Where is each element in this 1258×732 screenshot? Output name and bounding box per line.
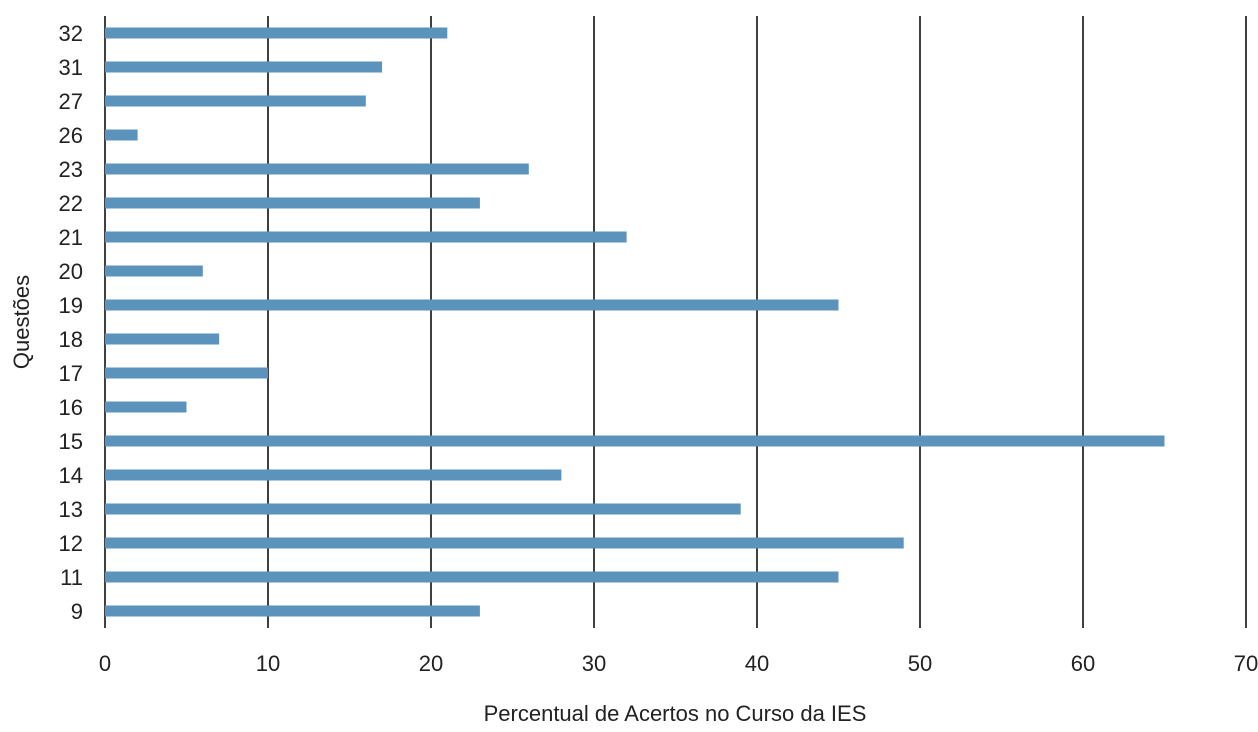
y-category-label: 32 (59, 21, 83, 46)
y-category-labels: 9 11 12 13 14 15 16 17 18 19 20 21 22 23 26 27 31 32 (59, 21, 83, 624)
gridlines (104, 16, 1247, 628)
x-tick-label: 70 (1234, 651, 1258, 676)
y-category-label: 31 (59, 55, 83, 80)
y-category-label: 22 (59, 191, 83, 216)
y-category-label: 17 (59, 361, 83, 386)
x-tick-labels: 0 10 20 30 40 50 60 70 (99, 651, 1258, 676)
bar-question-12 (105, 537, 904, 549)
y-category-label: 26 (59, 123, 83, 148)
x-tick-label: 60 (1071, 651, 1095, 676)
bar-question-17 (105, 367, 268, 379)
bar-question-15 (105, 435, 1165, 447)
bar-question-18 (105, 333, 220, 345)
bar-question-21 (105, 231, 627, 243)
y-category-label: 18 (59, 327, 83, 352)
bar-question-13 (105, 503, 741, 515)
x-tick-label: 30 (582, 651, 606, 676)
y-category-label: 15 (59, 429, 83, 454)
x-tick-label: 10 (256, 651, 280, 676)
x-tick-label: 50 (908, 651, 932, 676)
y-category-label: 19 (59, 293, 83, 318)
y-category-label: 27 (59, 89, 83, 114)
bar-question-22 (105, 197, 480, 209)
bars (105, 27, 1165, 617)
bar-question-14 (105, 469, 562, 481)
y-category-label: 9 (71, 599, 83, 624)
bar-question-23 (105, 163, 529, 175)
y-category-label: 11 (60, 565, 83, 590)
x-tick-label: 40 (745, 651, 769, 676)
bar-question-11 (105, 571, 839, 583)
bar-question-26 (105, 129, 138, 141)
x-tick-label: 20 (419, 651, 443, 676)
bar-question-27 (105, 95, 366, 107)
bar-question-9 (105, 605, 480, 617)
y-axis-title: Questões (9, 275, 34, 369)
bar-question-31 (105, 61, 383, 73)
bar-question-16 (105, 401, 187, 413)
bar-question-19 (105, 299, 839, 311)
bar-question-32 (105, 27, 448, 39)
y-category-label: 16 (59, 395, 83, 420)
y-category-label: 13 (59, 497, 83, 522)
y-category-label: 21 (59, 225, 83, 250)
bar-question-20 (105, 265, 203, 277)
y-category-label: 12 (59, 531, 83, 556)
x-tick-label: 0 (99, 651, 111, 676)
y-category-label: 20 (59, 259, 83, 284)
x-axis-title: Percentual de Acertos no Curso da IES (484, 701, 867, 726)
y-category-label: 23 (59, 157, 83, 182)
y-category-label: 14 (59, 463, 83, 488)
